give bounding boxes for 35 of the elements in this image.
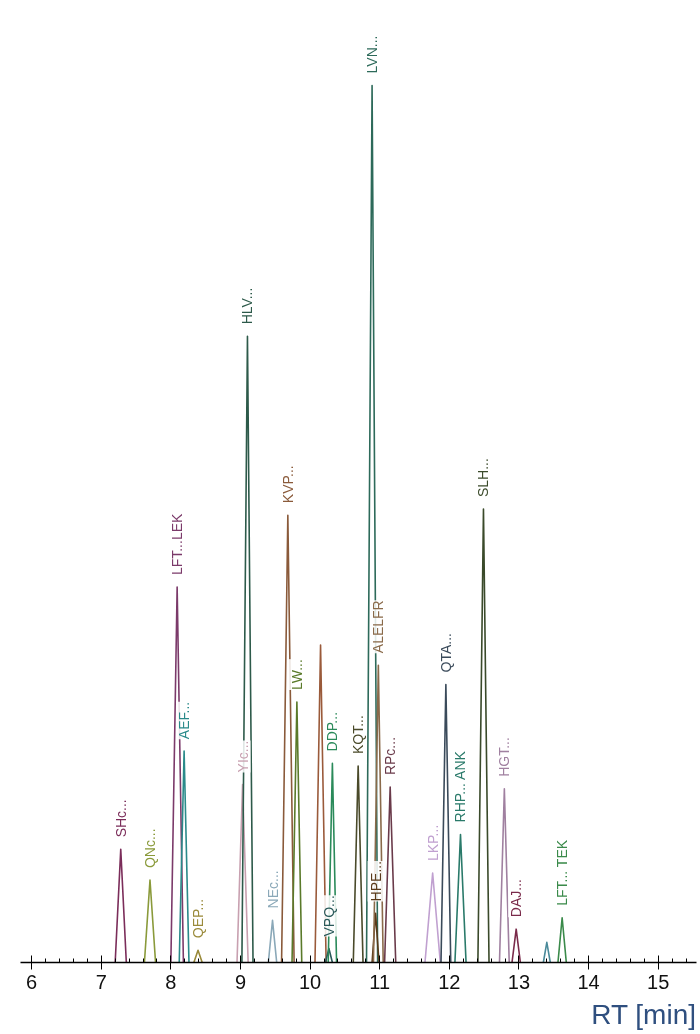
x-tick-label: 9: [234, 970, 247, 993]
x-tick-label: 15: [647, 970, 670, 993]
x-tick-label: 6: [26, 970, 38, 993]
text: SHc...: [112, 799, 129, 838]
text: DAJ...: [508, 879, 525, 918]
text: LVN...: [364, 35, 381, 74]
x-tick-label: 11: [369, 970, 391, 993]
text: QNc...: [141, 828, 158, 869]
x-tick-label: 13: [507, 970, 531, 993]
text: LFT... TEK: [554, 839, 571, 906]
text: NEc...: [264, 870, 281, 909]
text: HGT...: [496, 737, 513, 777]
text: SLH...: [475, 458, 492, 498]
text: LFT...LEK: [169, 512, 186, 576]
x-axis-title: RT [min]: [591, 998, 697, 1030]
x-tick-label: 12: [438, 970, 461, 993]
text: RPc...: [382, 736, 399, 776]
text: HPE...: [367, 860, 384, 902]
text: KVP...: [279, 465, 296, 504]
text: LW...: [288, 659, 305, 691]
x-tick-label: 10: [298, 970, 322, 993]
text: RHP... ANK: [452, 750, 469, 823]
text: LKP...: [424, 824, 441, 862]
text: YIc...: [234, 740, 251, 773]
x-tick-label: 7: [95, 970, 107, 993]
x-tick-label: 8: [165, 970, 177, 993]
text: DDP...: [324, 711, 341, 752]
text: QTA...: [437, 633, 454, 673]
text: HLV...: [239, 287, 256, 325]
text: ALELFR: [370, 600, 387, 654]
text: VPQ...: [320, 895, 337, 937]
text: AEF...: [176, 701, 193, 740]
text: QEP...: [190, 898, 207, 939]
x-tick-label: 14: [577, 970, 600, 993]
text: KQT...: [350, 715, 367, 755]
